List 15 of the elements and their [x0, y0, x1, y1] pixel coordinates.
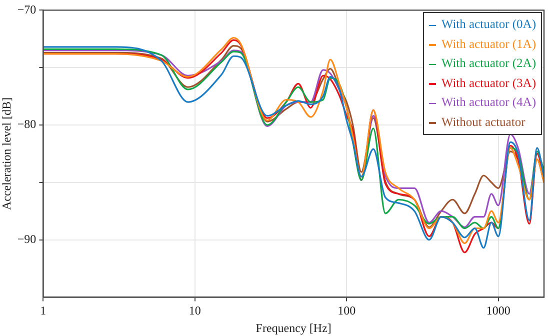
legend-label: With actuator (0A)	[440, 16, 536, 34]
x-axis-title: Frequency [Hz]	[256, 320, 332, 335]
y-axis-title: Acceleration level [dB]	[0, 97, 14, 210]
legend-label: With actuator (2A)	[440, 55, 536, 72]
legend-label: With actuator (1A)	[440, 36, 536, 53]
y-tick-label: −80	[17, 117, 36, 132]
x-tick-label: 100	[338, 304, 356, 318]
y-tick-label: −70	[17, 2, 36, 16]
x-tick-label: 1	[40, 304, 46, 318]
legend-label: Without actuator	[440, 114, 526, 131]
legend-label: With actuator (4A)	[440, 94, 536, 112]
y-tick-label: −90	[17, 232, 36, 246]
x-tick-label: 1000	[486, 304, 510, 318]
legend-label: With actuator (3A)	[440, 74, 536, 92]
x-tick-label: 10	[188, 304, 201, 318]
